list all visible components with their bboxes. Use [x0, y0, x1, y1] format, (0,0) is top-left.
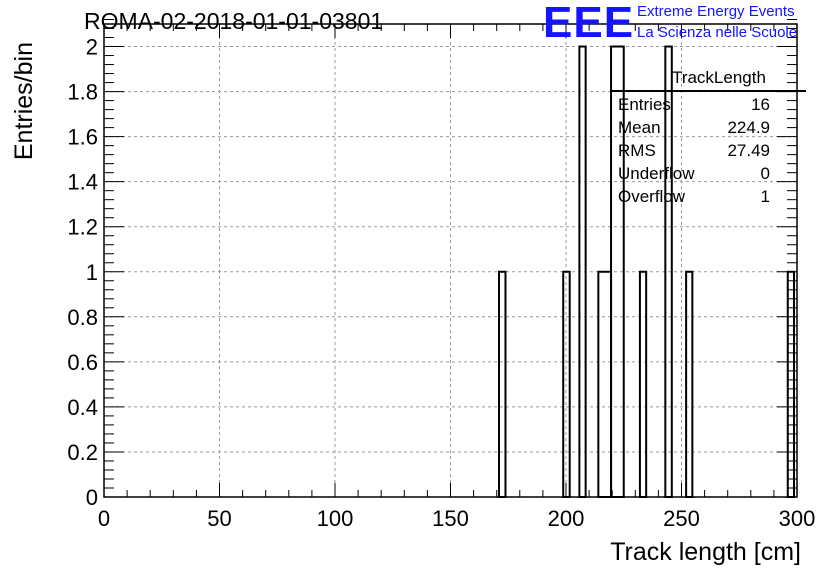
y-tick-label: 1.8 [67, 80, 98, 105]
y-axis-label: Entries/bin [10, 42, 38, 160]
stats-value: 224.9 [727, 118, 770, 137]
x-tick-label: 100 [317, 506, 354, 531]
y-tick-label: 1.6 [67, 125, 98, 150]
x-tick-label: 0 [98, 506, 110, 531]
tick-labels: 0 50 100 150 200 250 300 0 0.2 0.4 0.6 0.8 1 1.2 1.4 1.… [67, 35, 815, 531]
stats-box: TrackLength Entries 16 Mean 224.9 RMS 27… [610, 66, 806, 208]
stats-value: 16 [751, 95, 770, 114]
stats-label: RMS [618, 141, 656, 160]
histogram-bin [498, 270, 507, 498]
stats-title: TrackLength [672, 68, 766, 87]
grid-lines [104, 24, 797, 497]
chart-title: ROMA-02-2018-01-01-03801 [84, 8, 384, 34]
stats-row-entries: Entries 16 [610, 93, 806, 116]
y-tick-label: 0.2 [67, 440, 98, 465]
histogram-bin [597, 270, 613, 498]
stats-value: 27.49 [727, 141, 770, 160]
axis-ticks [103, 18, 798, 498]
x-tick-label: 300 [779, 506, 816, 531]
x-tick-label: 250 [663, 506, 700, 531]
stats-row-mean: Mean 224.9 [610, 116, 806, 139]
logo-line-1: Extreme Energy Events [637, 3, 795, 20]
stats-value: 0 [760, 164, 770, 183]
stats-row-overflow: Overflow 1 [610, 185, 806, 208]
x-tick-label: 50 [207, 506, 231, 531]
x-axis-label: Track length [cm] [610, 538, 801, 566]
y-tick-label: 0 [86, 485, 98, 510]
stats-value: 1 [760, 187, 770, 206]
stats-label: Underflow [618, 164, 695, 183]
histogram-bin [638, 270, 648, 498]
x-tick-label: 150 [432, 506, 469, 531]
stats-divider [610, 90, 806, 92]
y-tick-label: 1 [86, 260, 98, 285]
y-tick-label: 0.4 [67, 395, 98, 420]
y-tick-label: 0.6 [67, 350, 98, 375]
stats-label: Overflow [618, 187, 686, 206]
histogram-bin [685, 270, 694, 498]
stats-row-rms: RMS 27.49 [610, 139, 806, 162]
y-tick-label: 1.4 [67, 170, 98, 195]
y-tick-label: 1.2 [67, 215, 98, 240]
y-tick-label: 2 [86, 35, 98, 60]
histogram-bin [786, 270, 795, 498]
logo-wordmark: EEE [543, 0, 635, 47]
x-tick-label: 200 [548, 506, 585, 531]
stats-row-underflow: Underflow 0 [610, 162, 806, 185]
histogram-bin [578, 45, 587, 499]
y-tick-label: 0.8 [67, 305, 98, 330]
stats-label: Mean [618, 118, 661, 137]
logo-line-2: La Scienza nelle Scuole [637, 24, 798, 41]
stats-label: Entries [618, 95, 671, 114]
